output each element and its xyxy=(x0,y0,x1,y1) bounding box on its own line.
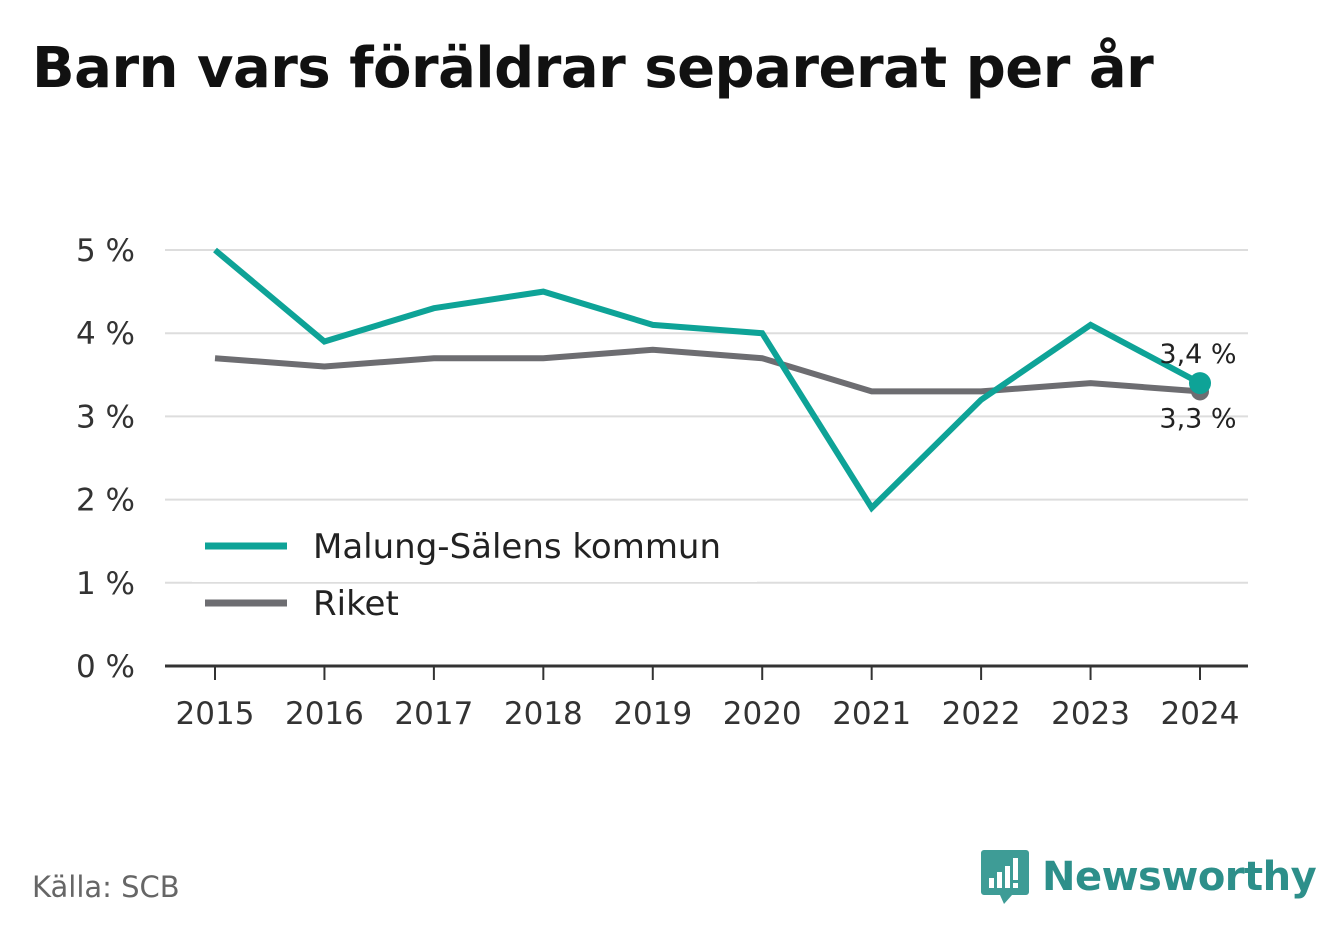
end-label-malung: 3,4 % xyxy=(1159,339,1236,370)
brand-name: Newsworthy xyxy=(1042,854,1317,900)
x-tick-label: 2021 xyxy=(832,696,911,732)
end-labels: 3,4 % 3,3 % xyxy=(1159,339,1236,434)
legend-label: Riket xyxy=(313,584,399,624)
y-tick-label: 1 % xyxy=(76,566,135,602)
y-tick-label: 0 % xyxy=(76,649,135,685)
series-line xyxy=(214,346,1201,395)
legend-label: Malung-Sälens kommun xyxy=(313,527,721,567)
series-end-point xyxy=(1189,372,1211,395)
x-tick-label: 2017 xyxy=(394,696,473,732)
chart-title: Barn vars föräldrar separerat per år xyxy=(32,36,1154,101)
x-tick-label: 2020 xyxy=(723,696,802,732)
newsworthy-logo: Newsworthy xyxy=(980,848,1317,906)
x-tick-label: 2016 xyxy=(285,696,364,732)
series-line xyxy=(213,247,1202,513)
x-tick-label: 2023 xyxy=(1051,696,1130,732)
y-tick-label: 5 % xyxy=(76,233,135,269)
y-tick-label: 2 % xyxy=(76,483,135,519)
x-axis: 2015 2016 2017 2018 2019 2020 2021 2022 2023 2024 xyxy=(165,664,1248,732)
x-tick-label: 2022 xyxy=(942,696,1021,732)
y-tick-label: 3 % xyxy=(76,399,135,435)
x-tick-label: 2018 xyxy=(504,696,583,732)
x-tick-label: 2015 xyxy=(176,696,255,732)
source-note: Källa: SCB xyxy=(32,870,180,904)
x-tick-label: 2024 xyxy=(1161,696,1240,732)
x-tick-label: 2019 xyxy=(613,696,692,732)
y-axis: 0 % 1 % 2 % 3 % 4 % 5 % xyxy=(76,233,135,685)
y-tick-label: 4 % xyxy=(76,316,135,352)
legend: Malung-Sälens kommun Riket xyxy=(192,520,757,624)
bar-chart-speech-bubble-icon xyxy=(981,850,1029,904)
series xyxy=(213,247,1211,513)
end-label-riket: 3,3 % xyxy=(1159,403,1236,434)
legend-background xyxy=(192,520,757,582)
